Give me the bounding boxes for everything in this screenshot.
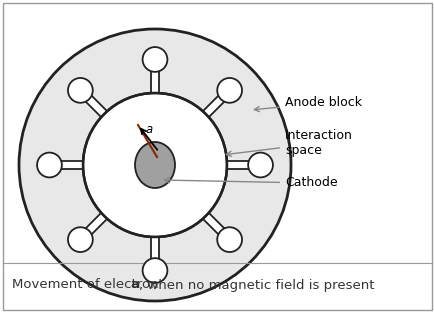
- Text: a: a: [146, 124, 153, 136]
- Circle shape: [37, 153, 62, 177]
- Text: a: a: [130, 279, 139, 291]
- Polygon shape: [85, 213, 107, 235]
- Circle shape: [68, 227, 92, 252]
- Circle shape: [217, 227, 241, 252]
- Text: Anode block: Anode block: [254, 96, 361, 112]
- Polygon shape: [85, 95, 107, 117]
- Polygon shape: [227, 161, 250, 169]
- Circle shape: [247, 153, 272, 177]
- Circle shape: [142, 47, 167, 72]
- Polygon shape: [203, 213, 225, 235]
- Circle shape: [68, 78, 92, 103]
- Text: Cathode: Cathode: [164, 177, 337, 189]
- Circle shape: [217, 78, 241, 103]
- Polygon shape: [203, 95, 225, 117]
- Polygon shape: [60, 161, 83, 169]
- Text: Interaction
space: Interaction space: [226, 129, 352, 157]
- Circle shape: [83, 93, 227, 237]
- Text: Movement of electron: Movement of electron: [12, 279, 162, 291]
- Circle shape: [19, 29, 290, 301]
- Text: , when no magnetic field is present: , when no magnetic field is present: [139, 279, 374, 291]
- Polygon shape: [151, 70, 159, 93]
- Polygon shape: [151, 237, 159, 260]
- Circle shape: [142, 258, 167, 283]
- Ellipse shape: [135, 142, 174, 188]
